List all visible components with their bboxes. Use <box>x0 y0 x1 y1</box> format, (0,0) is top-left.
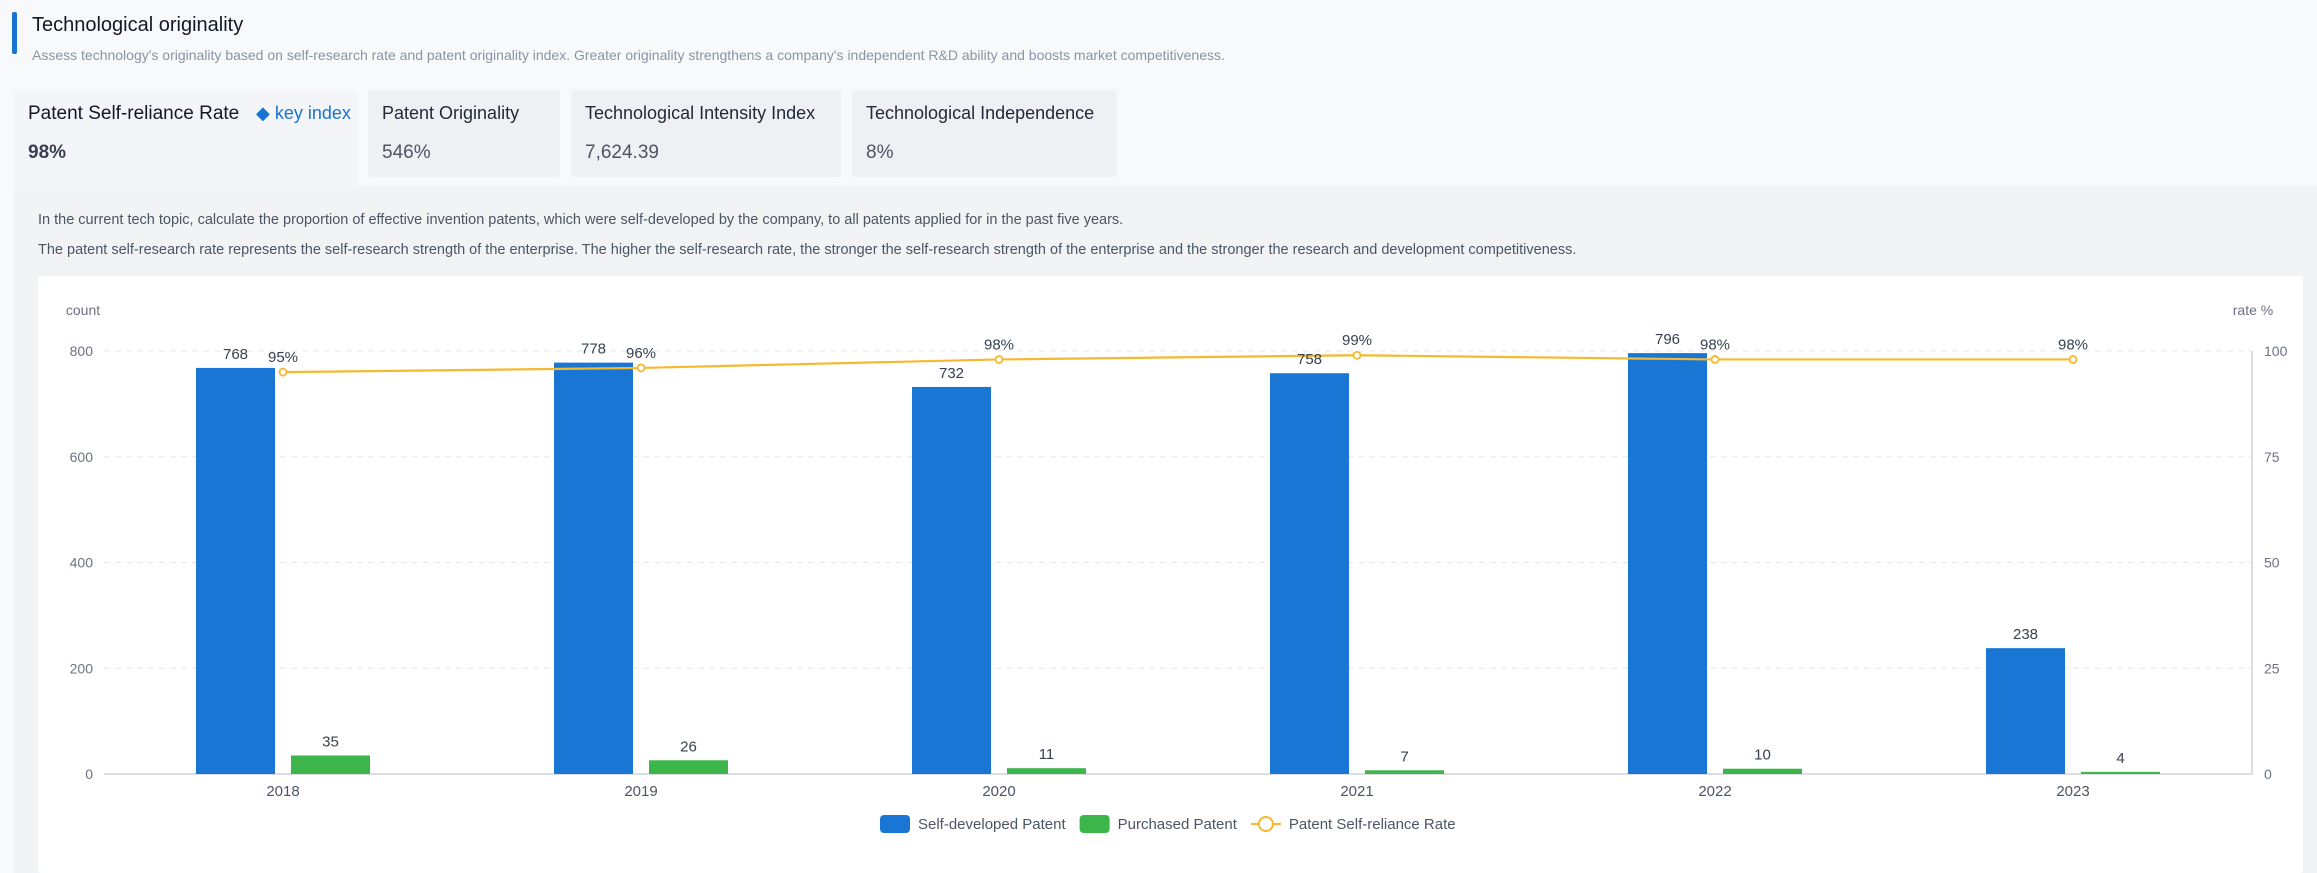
rate-point <box>638 364 645 371</box>
metric-panel: In the current tech topic, calculate the… <box>14 186 2317 873</box>
tab-value: 7,624.39 <box>585 142 659 164</box>
self-developed-label: 238 <box>2013 626 2038 643</box>
legend-purchased[interactable]: Purchased Patent <box>1080 815 1238 833</box>
y-tick-left: 600 <box>70 449 94 465</box>
tab-patent-originality[interactable]: Patent Originality 546% <box>368 90 560 177</box>
purchased-bar <box>291 755 370 774</box>
self-developed-label: 768 <box>223 346 248 363</box>
tab-label: Patent Self-reliance Rate <box>28 103 239 125</box>
legend-marker <box>1259 817 1273 831</box>
self-developed-label: 778 <box>581 341 606 358</box>
page: Technological originality Assess technol… <box>0 0 2317 873</box>
tab-technological-intensity-index[interactable]: Technological Intensity Index 7,624.39 <box>571 90 841 177</box>
rate-label: 95% <box>268 349 298 366</box>
legend-label: Self-developed Patent <box>918 816 1066 833</box>
grid-lines <box>104 351 2252 668</box>
self-developed-bar <box>1986 648 2065 774</box>
x-tick-label: 2022 <box>1698 783 1731 800</box>
purchased-bar <box>649 760 728 774</box>
legend-swatch <box>1080 815 1110 833</box>
purchased-bar <box>1723 769 1802 774</box>
purchased-label: 35 <box>322 733 339 750</box>
self-developed-label: 758 <box>1297 351 1322 368</box>
tab-label: Technological Intensity Index <box>585 103 815 124</box>
self-developed-bar <box>1628 353 1707 774</box>
bars <box>196 353 2160 774</box>
key-index-label: key index <box>275 103 351 123</box>
y-tick-left: 0 <box>85 766 93 782</box>
rate-point <box>280 369 287 376</box>
purchased-label: 11 <box>1039 746 1055 763</box>
self-developed-bar <box>196 368 275 774</box>
purchased-label: 10 <box>1754 747 1771 764</box>
rate-line <box>280 352 2077 376</box>
section-title: Technological originality <box>32 14 243 37</box>
tab-value: 8% <box>866 142 893 164</box>
purchased-bar <box>2081 772 2160 774</box>
self-developed-label: 732 <box>939 365 964 382</box>
legend-self-developed[interactable]: Self-developed Patent <box>880 815 1066 833</box>
tab-label: Technological Independence <box>866 103 1094 124</box>
x-tick-label: 2018 <box>266 783 299 800</box>
axes: count rate % 0 200 400 600 800 0 25 50 75 100 2018 20… <box>66 302 2288 800</box>
rate-label: 98% <box>2058 336 2088 353</box>
description-line-2: The patent self-research rate represents… <box>38 242 1576 258</box>
key-index-badge: ◆ key index <box>256 103 351 124</box>
self-developed-label: 796 <box>1655 331 1680 348</box>
purchased-bar <box>1365 770 1444 774</box>
self-developed-bar <box>912 387 991 774</box>
chart-card: count rate % 0 200 400 600 800 0 25 50 75 100 2018 20… <box>38 276 2303 873</box>
data-labels: 768 35 778 26 732 11 758 7 796 10 238 4 95% 96% 98% 99%… <box>223 331 2125 767</box>
x-tick-label: 2023 <box>2056 783 2089 800</box>
tab-label: Patent Originality <box>382 103 519 124</box>
purchased-label: 26 <box>680 738 697 755</box>
x-tick-label: 2019 <box>624 783 657 800</box>
y-tick-right: 75 <box>2264 449 2280 465</box>
section-subtitle: Assess technology's originality based on… <box>32 47 1225 63</box>
rate-line-path <box>283 355 2073 372</box>
legend[interactable]: Self-developed Patent Purchased Patent Pat… <box>880 815 1456 833</box>
tab-technological-independence[interactable]: Technological Independence 8% <box>852 90 1117 177</box>
y-axis-right-title: rate % <box>2233 302 2273 318</box>
diamond-icon: ◆ <box>256 103 270 123</box>
tab-patent-self-reliance-rate[interactable]: Patent Self-reliance Rate ◆ key index 98… <box>14 90 358 186</box>
section-header: Technological originality Assess technol… <box>0 0 2317 80</box>
self-developed-bar <box>554 363 633 774</box>
rate-label: 96% <box>626 345 656 362</box>
rate-point <box>1712 356 1719 363</box>
patent-chart: count rate % 0 200 400 600 800 0 25 50 75 100 2018 20… <box>38 276 2303 873</box>
y-tick-left: 200 <box>70 660 94 676</box>
y-tick-right: 0 <box>2264 766 2272 782</box>
purchased-bar <box>1007 768 1086 774</box>
legend-label: Purchased Patent <box>1118 816 1238 833</box>
description-line-1: In the current tech topic, calculate the… <box>38 212 1123 228</box>
rate-label: 99% <box>1342 332 1372 349</box>
legend-swatch <box>880 815 910 833</box>
rate-label: 98% <box>984 336 1014 353</box>
y-tick-right: 25 <box>2264 660 2280 676</box>
legend-label: Patent Self-reliance Rate <box>1289 816 1456 833</box>
header-accent-bar <box>12 12 17 54</box>
y-tick-left: 400 <box>70 555 94 571</box>
rate-point <box>2070 356 2077 363</box>
purchased-label: 7 <box>1400 748 1408 765</box>
purchased-label: 4 <box>2116 750 2124 767</box>
tab-value: 98% <box>28 142 66 164</box>
x-tick-label: 2020 <box>982 783 1015 800</box>
legend-self-reliance-rate[interactable]: Patent Self-reliance Rate <box>1251 816 1456 833</box>
rate-point <box>996 356 1003 363</box>
x-tick-label: 2021 <box>1340 783 1373 800</box>
y-tick-right: 50 <box>2264 555 2280 571</box>
tab-value: 546% <box>382 142 431 164</box>
rate-label: 98% <box>1700 336 1730 353</box>
y-tick-right: 100 <box>2264 343 2288 359</box>
rate-point <box>1354 352 1361 359</box>
y-axis-left-title: count <box>66 302 100 318</box>
self-developed-bar <box>1270 373 1349 774</box>
y-tick-left: 800 <box>70 343 94 359</box>
